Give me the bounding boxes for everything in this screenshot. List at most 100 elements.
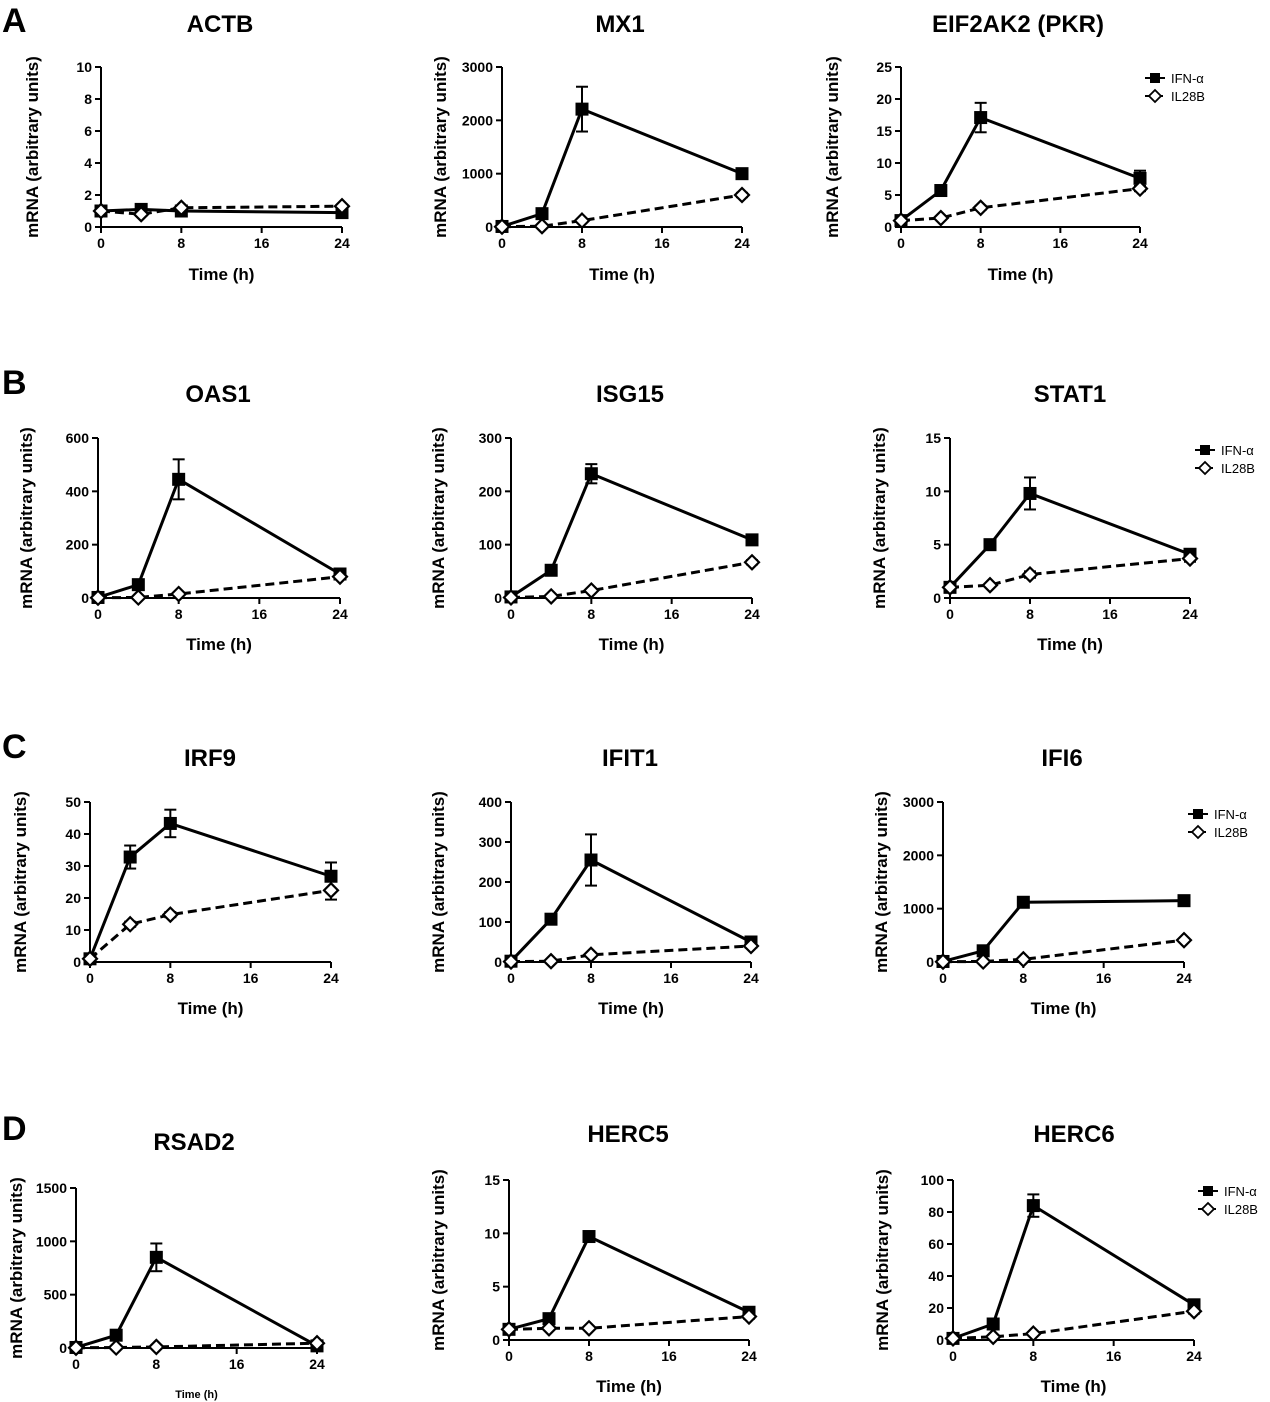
- x-tick-label: 0: [505, 1348, 513, 1364]
- y-tick-label: 20: [65, 890, 81, 906]
- y-tick-label: 80: [928, 1204, 944, 1220]
- data-point: [172, 472, 186, 486]
- x-tick-label: 8: [177, 235, 185, 251]
- y-axis-label: mRNA (arbitrary units): [823, 56, 842, 238]
- data-point: [944, 1329, 962, 1347]
- y-tick-label: 0: [884, 219, 892, 235]
- data-point: [972, 199, 990, 217]
- x-tick-label: 8: [585, 1348, 593, 1364]
- data-point: [584, 467, 598, 481]
- y-tick-label: 100: [479, 914, 503, 930]
- data-point: [333, 197, 351, 215]
- data-point: [1014, 950, 1032, 968]
- data-point: [743, 553, 761, 571]
- y-tick-label: 0: [936, 1332, 944, 1348]
- x-tick-label: 8: [977, 235, 985, 251]
- series-ifn-alpha: [495, 85, 749, 233]
- series-ifn-alpha: [936, 894, 1191, 968]
- x-tick-label: 8: [1026, 606, 1034, 622]
- x-tick-label: 24: [1186, 1348, 1202, 1364]
- x-tick-label: 0: [507, 606, 515, 622]
- series-line: [75, 1341, 318, 1350]
- x-tick-label: 16: [1096, 970, 1112, 986]
- panel-label-a: A: [2, 2, 27, 40]
- data-point: [131, 578, 145, 592]
- chart-title: HERC6: [1033, 1121, 1114, 1148]
- y-axis-label: mRNA (arbitrary units): [429, 427, 448, 609]
- series-ifn-alpha: [946, 1193, 1201, 1345]
- legend-marker: [1147, 88, 1163, 104]
- data-point: [1023, 486, 1037, 500]
- series-il28b: [493, 186, 751, 236]
- series-ifn-alpha: [894, 101, 1147, 228]
- y-tick-label: 6: [84, 123, 92, 139]
- y-tick-label: 25: [876, 59, 892, 75]
- legend-label: IFN-α: [1221, 443, 1254, 458]
- y-tick-label: 5: [492, 1279, 500, 1295]
- data-point: [89, 589, 107, 607]
- y-tick-label: 0: [494, 954, 502, 970]
- data-point: [123, 850, 137, 864]
- x-tick-label: 8: [1029, 1348, 1037, 1364]
- data-point: [740, 1307, 758, 1326]
- y-tick-label: 0: [926, 954, 934, 970]
- series-line: [97, 477, 341, 599]
- y-tick-label: 300: [479, 430, 503, 446]
- series-line: [952, 1203, 1195, 1340]
- data-point: [892, 212, 910, 230]
- y-tick-label: 0: [59, 1340, 67, 1356]
- x-axis-label: Time (h): [189, 265, 255, 284]
- x-tick-label: 0: [897, 235, 905, 251]
- series-ifn-alpha: [504, 463, 759, 604]
- y-axis-label: mRNA (arbitrary units): [23, 56, 42, 238]
- series-line: [948, 491, 1191, 589]
- x-axis-label: Time (h): [178, 999, 244, 1018]
- data-point: [582, 1230, 596, 1244]
- y-tick-label: 100: [921, 1172, 945, 1188]
- series-il28b: [502, 937, 760, 971]
- x-tick-label: 8: [578, 235, 586, 251]
- data-point: [941, 578, 959, 596]
- series-il28b: [89, 568, 349, 607]
- data-point: [322, 881, 340, 899]
- y-tick-label: 50: [65, 794, 81, 810]
- chart-ifi6: IFI6 0 1000 2000 3000 0 8 16 24 Time (h) mRNA (arb…: [872, 745, 1248, 1018]
- y-tick-label: 10: [76, 59, 92, 75]
- data-point: [544, 563, 558, 577]
- legend-marker: [1200, 1201, 1216, 1217]
- y-axis-label: mRNA (arbitrary units): [873, 1169, 892, 1351]
- y-tick-label: 2: [84, 187, 92, 203]
- y-axis-label: mRNA (arbitrary units): [7, 1177, 26, 1359]
- data-point: [163, 816, 177, 830]
- y-tick-label: 60: [928, 1236, 944, 1252]
- y-tick-label: 200: [479, 874, 503, 890]
- chart-title: HERC5: [587, 1121, 668, 1148]
- y-tick-label: 600: [66, 430, 90, 446]
- legend-label: IFN-α: [1224, 1184, 1257, 1199]
- panel-label-c: C: [2, 728, 27, 766]
- chart-title: ISG15: [596, 381, 664, 408]
- data-point: [308, 1334, 326, 1352]
- legend-label: IL28B: [1214, 825, 1248, 840]
- y-tick-label: 4: [84, 155, 92, 171]
- y-tick-label: 5: [933, 537, 941, 553]
- y-tick-label: 1000: [903, 901, 934, 917]
- data-point: [542, 1312, 556, 1326]
- data-point: [1181, 549, 1199, 568]
- x-tick-label: 24: [334, 235, 350, 251]
- chart-irf9: IRF9 0 10 20 30 40 50 0 8 16 24 Time (h) mRNA (arbit…: [11, 745, 340, 1018]
- data-point: [742, 937, 760, 955]
- y-tick-label: 10: [876, 155, 892, 171]
- data-point: [493, 218, 511, 236]
- y-tick-label: 0: [73, 954, 81, 970]
- data-point: [1021, 565, 1039, 584]
- x-axis-label: Time (h): [599, 635, 665, 654]
- y-tick-label: 300: [479, 834, 503, 850]
- series-ifn-alpha: [502, 1230, 756, 1336]
- panel-label-b: B: [2, 364, 27, 402]
- series-line: [97, 575, 341, 600]
- x-tick-label: 16: [243, 970, 259, 986]
